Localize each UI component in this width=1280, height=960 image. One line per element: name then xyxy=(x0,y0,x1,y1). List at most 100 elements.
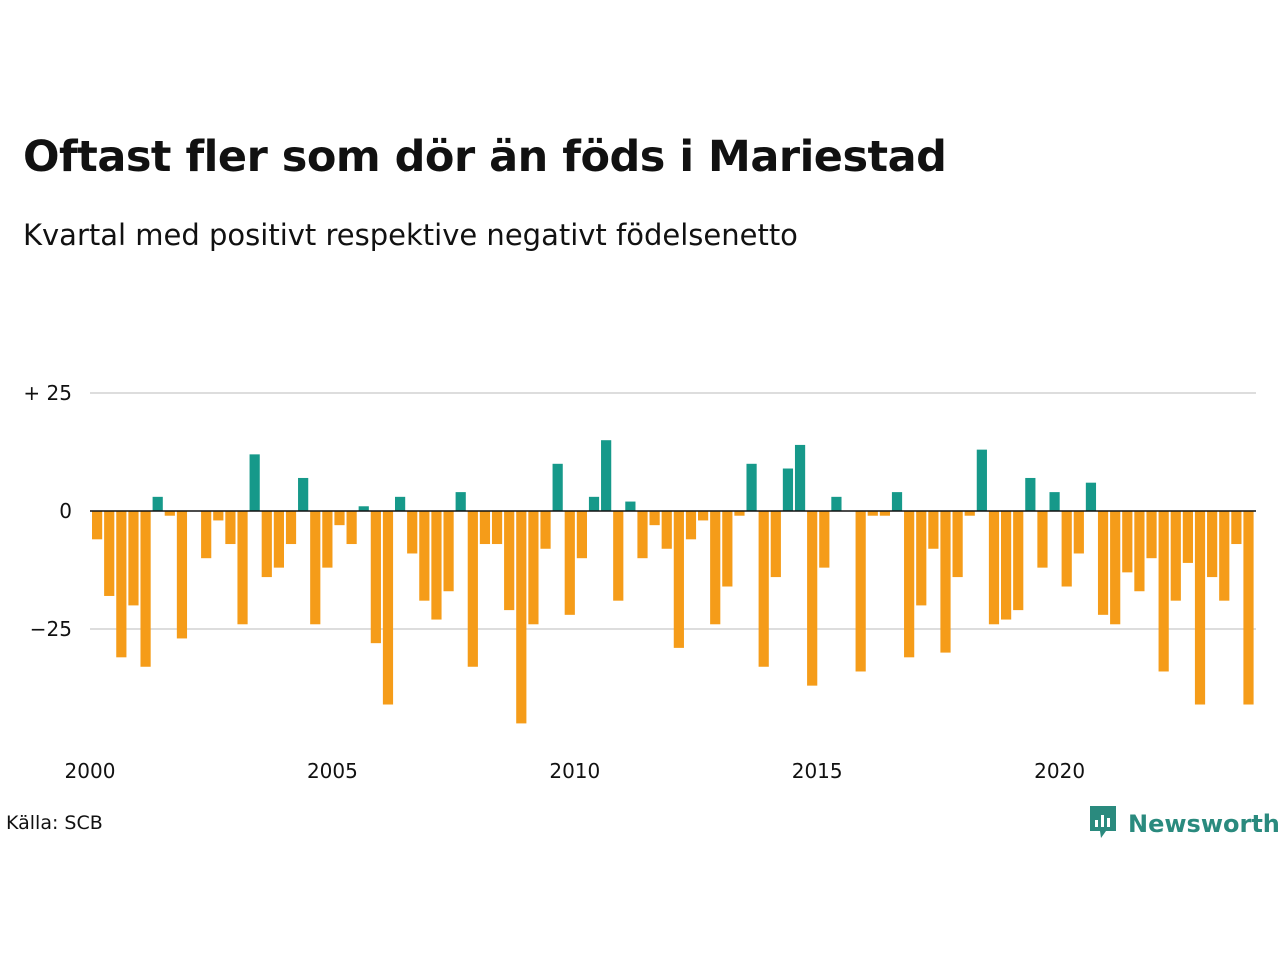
bar-negative xyxy=(1061,511,1072,587)
bar-negative xyxy=(637,511,648,559)
bar-negative xyxy=(273,511,284,568)
gridlines xyxy=(90,392,1256,630)
bar-negative xyxy=(685,511,697,540)
bar-negative xyxy=(334,511,345,526)
bar-negative xyxy=(1182,511,1193,563)
bar-positive xyxy=(746,463,757,511)
x-tick-label: 2005 xyxy=(307,759,358,783)
bar-negative xyxy=(710,511,721,625)
bar-negative xyxy=(964,511,975,516)
bar-negative xyxy=(431,511,442,620)
bar-negative xyxy=(1194,511,1206,705)
bar-negative xyxy=(819,511,830,568)
y-tick-label: + 25 xyxy=(23,381,72,405)
y-tick-label: 0 xyxy=(59,499,72,523)
source-note: Källa: SCB xyxy=(6,812,103,834)
bar-negative xyxy=(346,511,357,545)
bar-negative xyxy=(1110,511,1121,625)
bar-negative xyxy=(952,511,963,578)
chart-title: Oftast fler som dör än föds i Mariestad xyxy=(23,132,947,182)
bar-positive xyxy=(782,468,794,511)
bar-negative xyxy=(564,511,575,615)
bar-negative xyxy=(92,511,103,540)
bar-negative xyxy=(322,511,333,568)
bar-negative xyxy=(879,511,890,516)
bar-negative xyxy=(1013,511,1024,611)
bar-negative xyxy=(528,511,539,625)
bar-negative xyxy=(443,511,454,592)
bar-negative xyxy=(1122,511,1133,573)
bar-negative xyxy=(540,511,551,549)
bar-negative xyxy=(310,511,321,625)
bar-positive xyxy=(298,477,309,511)
bar-negative xyxy=(613,511,624,601)
bar-negative xyxy=(722,511,733,587)
bar-positive xyxy=(625,501,636,511)
bar-negative xyxy=(467,511,478,667)
bar-positive xyxy=(455,492,466,511)
bar-negative xyxy=(867,511,878,516)
bar-negative xyxy=(213,511,224,521)
bar-positive xyxy=(358,506,369,511)
bar-positive xyxy=(976,449,987,511)
bar-positive xyxy=(588,496,600,511)
bar-negative xyxy=(940,511,951,653)
bar-negative xyxy=(419,511,430,601)
bar-negative xyxy=(758,511,769,667)
bar-negative xyxy=(988,511,1000,625)
bar-negative xyxy=(1158,511,1169,672)
bar-negative xyxy=(807,511,818,686)
bar-positive xyxy=(552,463,563,511)
bar-negative xyxy=(516,511,527,724)
chart-subtitle: Kvartal med positivt respektive negativt… xyxy=(23,218,798,252)
bar-positive xyxy=(1049,492,1060,511)
bar-negative xyxy=(1001,511,1012,620)
bar-negative xyxy=(916,511,927,606)
bar-negative xyxy=(1097,511,1109,615)
bar-positive xyxy=(152,496,163,511)
bar-negative xyxy=(649,511,660,526)
bar-negative xyxy=(1037,511,1048,568)
bar-negative xyxy=(140,511,151,667)
bar-negative xyxy=(491,511,503,545)
bar-negative xyxy=(1219,511,1230,601)
bar-negative xyxy=(576,511,587,559)
brand-logo: Newsworthy xyxy=(1088,804,1280,844)
bar-negative xyxy=(928,511,939,549)
bar-negative xyxy=(104,511,115,596)
axes: + 25 0 −25 2000 2005 2010 2015 2020 xyxy=(23,381,1256,783)
bar-negative xyxy=(673,511,684,648)
bar-negative xyxy=(1231,511,1242,545)
bar-negative xyxy=(285,511,297,545)
bar-positive xyxy=(395,496,406,511)
bar-positive xyxy=(891,492,903,511)
bar-negative xyxy=(1146,511,1157,559)
bar-negative xyxy=(661,511,672,549)
bar-negative xyxy=(164,511,175,516)
bar-negative xyxy=(904,511,915,658)
bar-negative xyxy=(1073,511,1084,554)
bar-negative xyxy=(479,511,491,545)
bar-positive xyxy=(249,454,260,511)
bar-negative xyxy=(504,511,515,611)
bar-negative xyxy=(407,511,418,554)
bar-negative xyxy=(1243,511,1254,705)
brand-name: Newsworthy xyxy=(1128,810,1280,838)
bar-negative xyxy=(382,511,394,705)
x-tick-label: 2010 xyxy=(549,759,600,783)
x-tick-label: 2000 xyxy=(65,759,116,783)
bar-negative xyxy=(176,511,188,639)
bar-positive xyxy=(831,496,842,511)
bars xyxy=(92,440,1254,724)
bar-positive xyxy=(1025,477,1036,511)
bar-negative xyxy=(261,511,272,578)
y-tick-label: −25 xyxy=(30,617,72,641)
bar-positive xyxy=(1085,482,1097,511)
bar-chart: + 25 0 −25 2000 2005 2010 2015 2020 xyxy=(23,381,1256,783)
bar-negative xyxy=(370,511,381,644)
bar-negative xyxy=(1170,511,1181,601)
bar-negative xyxy=(1134,511,1145,592)
x-tick-label: 2020 xyxy=(1034,759,1085,783)
bar-negative xyxy=(855,511,866,672)
bar-negative xyxy=(116,511,127,658)
